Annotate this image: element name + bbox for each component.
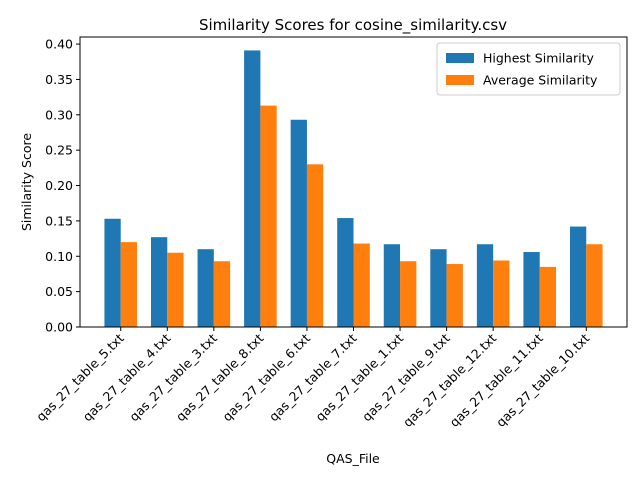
bar-highest-5 [290, 119, 307, 327]
y-tick-label: 0.05 [45, 284, 73, 299]
bar-average-2 [167, 252, 184, 327]
x-tick-label: qas_27_table_7.txt [266, 330, 360, 424]
x-tick-label: qas_27_table_6.txt [219, 330, 313, 424]
x-tick-label: qas_27_table_3.txt [126, 330, 220, 424]
bar-average-1 [120, 242, 138, 327]
x-tick-label: qas_27_table_4.txt [80, 330, 174, 424]
x-tick-label: qas_27_table_10.txt [493, 330, 592, 429]
legend-label-highest: Highest Similarity [483, 51, 595, 66]
y-tick-label: 0.30 [45, 107, 73, 122]
bar-average-5 [306, 164, 324, 327]
legend-label-average: Average Similarity [483, 73, 598, 88]
bar-highest-6 [337, 218, 354, 327]
legend-swatch-average [446, 75, 474, 85]
bar-average-3 [213, 261, 231, 327]
y-tick-label: 0.00 [45, 320, 73, 335]
bar-average-6 [353, 243, 370, 327]
y-tick-label: 0.10 [45, 249, 73, 264]
bar-highest-11 [569, 226, 587, 327]
bar-average-11 [586, 244, 603, 327]
bar-highest-2 [150, 237, 168, 327]
x-axis-title: QAS_File [326, 451, 380, 466]
bar-highest-1 [104, 218, 121, 327]
bar-highest-10 [523, 252, 540, 327]
y-tick-label: 0.20 [45, 178, 73, 193]
y-axis-title: Similarity Score [19, 133, 34, 231]
legend: Highest Similarity Average Similarity [436, 42, 621, 96]
y-tick-label: 0.25 [45, 143, 73, 158]
bar-highest-8 [430, 249, 447, 327]
bar-average-4 [260, 105, 277, 327]
y-tick-label: 0.40 [45, 37, 73, 52]
bar-average-10 [539, 266, 556, 327]
x-tick-label: qas_27_table_8.txt [173, 330, 267, 424]
x-tick-label: qas_27_table_1.txt [312, 330, 406, 424]
x-tick-label: qas_27_table_5.txt [33, 330, 127, 424]
chart-title: Similarity Scores for cosine_similarity.… [199, 16, 507, 35]
y-tick-label: 0.35 [45, 72, 73, 87]
plot-area: 0.00 0.05 0.10 0.15 0.20 0.25 0.30 0.35 0.40 qas_… [33, 36, 628, 430]
bar-highest-9 [476, 244, 494, 327]
bar-highest-7 [383, 244, 401, 327]
bar-average-9 [493, 260, 510, 327]
bar-average-8 [446, 264, 463, 327]
bar-highest-3 [197, 249, 214, 327]
x-tick-label: qas_27_table_9.txt [359, 330, 453, 424]
legend-swatch-highest [446, 53, 474, 63]
bar-highest-4 [244, 50, 261, 327]
y-tick-label: 0.15 [45, 213, 73, 228]
legend-box [436, 42, 621, 96]
bar-average-7 [400, 261, 417, 327]
